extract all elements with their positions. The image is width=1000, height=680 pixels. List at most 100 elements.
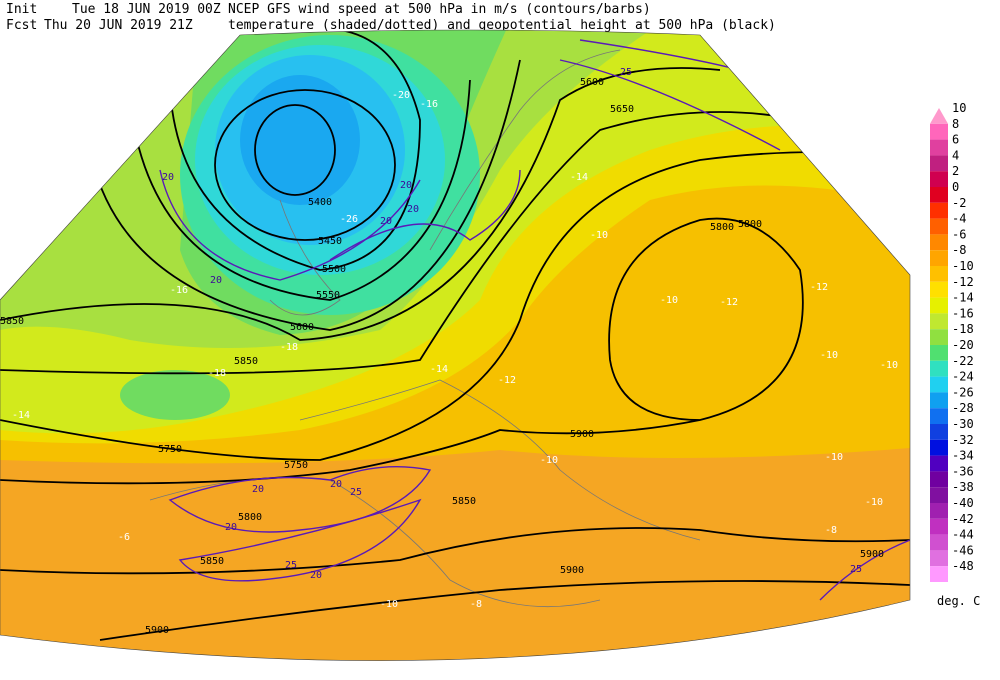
colorbar-tick-label: -22 [952,354,974,368]
wind-label: 20 [407,204,419,215]
colorbar-tick-label: -46 [952,543,974,557]
colorbar-tick-label: 8 [952,117,959,131]
colorbar-swatch [930,123,948,140]
wind-label: 20 [162,172,174,183]
wind-contour [329,169,521,261]
height-label: 5650 [610,104,634,115]
colorbar-swatch [930,360,948,377]
height-label: 5800 [710,222,734,233]
colorbar-unit: deg. C [937,594,980,608]
colorbar-tick-label: -2 [952,196,966,210]
colorbar-swatch [930,503,948,519]
wind-label: 20 [380,216,392,227]
colorbar-swatch [930,471,948,488]
colorbar-tick-label: -24 [952,370,974,384]
colorbar-tick-label: -32 [952,433,974,447]
temperature-label: -14 [430,364,448,375]
wind-label: 20 [310,570,322,581]
temperature-label: -18 [208,368,226,379]
temperature-label: -10 [660,295,678,306]
colorbar-arrow [930,108,948,124]
colorbar-swatch [930,281,948,298]
temperature-label: -10 [540,455,558,466]
colorbar-swatch [930,408,948,424]
wind-label: 20 [330,479,342,490]
temperature-label: -8 [825,525,837,536]
colorbar-tick-label: 6 [952,133,959,147]
temperature-label: -26 [340,214,358,225]
wind-label: 25 [850,564,862,575]
temperature-label: -14 [570,172,588,183]
shade [120,370,230,420]
wind-contour [159,169,421,281]
wind-contour [168,465,432,533]
coast [429,49,621,251]
temperature-label: -16 [420,99,438,110]
colorbar-swatch [930,345,948,361]
temperature-label: -10 [820,350,838,361]
temperature-label: -16 [170,285,188,296]
height-contour [89,59,521,331]
temperature-label: -10 [865,497,883,508]
temperature-label: -6 [118,532,130,543]
wind-contour [559,59,781,151]
colorbar-swatch [930,218,948,235]
init-label: Init [6,2,37,17]
shade [240,75,360,205]
wind-label: 25 [350,487,362,498]
colorbar-tick-label: -48 [952,559,974,573]
colorbar-swatch [930,329,948,345]
colorbar-tick-label: -34 [952,449,974,463]
temperature-label: -14 [12,410,30,421]
colorbar-tick-label: 0 [952,180,959,194]
height-contour [0,111,801,375]
colorbar-tick-label: -44 [952,528,974,542]
height-label: 5850 [200,556,224,567]
wind-label: 25 [285,560,297,571]
temperature-label: -10 [590,230,608,241]
colorbar-swatch [930,439,948,456]
colorbar-swatch [930,518,948,535]
colorbar-swatch [930,234,948,251]
init-time: Tue 18 JUN 2019 00Z [72,2,221,17]
height-label: 5800 [238,512,262,523]
temperature-label: -10 [880,360,898,371]
temperature-label: -10 [825,452,843,463]
colorbar-swatch [930,487,948,503]
colorbar-tick-label: -12 [952,275,974,289]
temperature-label: -8 [470,599,482,610]
wind-contour [178,498,422,582]
colorbar-tick-label: -36 [952,464,974,478]
temperature-label: -12 [810,282,828,293]
colorbar-swatch [930,392,948,409]
height-contour [0,527,910,575]
temperature-label: -12 [498,375,516,386]
colorbar-tick-label: -38 [952,480,974,494]
height-label: 5600 [290,322,314,333]
wind-label: 20 [210,275,222,286]
wind-contours [159,39,910,601]
temperature-label: -10 [380,599,398,610]
height-contour [129,79,471,301]
temperature-label: -18 [280,342,298,353]
height-contour [169,30,421,271]
height-label: 5900 [860,549,884,560]
colorbar-swatch [930,313,948,330]
header-line-1: NCEP GFS wind speed at 500 hPa in m/s (c… [228,2,651,17]
colorbar-swatch [930,455,948,472]
colorbar-tick-label: -6 [952,227,966,241]
colorbar-swatch [930,424,948,440]
map-labels: 5400 5450 5500 5550 5600 5850 5850 5750 5750 5800… [0,67,898,636]
height-label: 5850 [234,356,258,367]
colorbar-swatch [930,534,948,551]
colorbar-swatch [930,376,948,393]
colorbar-swatch [930,550,948,567]
coast [299,379,701,541]
colorbar-tick-label: -30 [952,417,974,431]
height-label: 5400 [308,197,332,208]
colorbar-swatch [930,155,948,172]
wind-label: 20 [252,484,264,495]
colorbar-tick-label: -8 [952,243,966,257]
height-label: 5750 [158,444,182,455]
colorbar-swatch [930,171,948,187]
